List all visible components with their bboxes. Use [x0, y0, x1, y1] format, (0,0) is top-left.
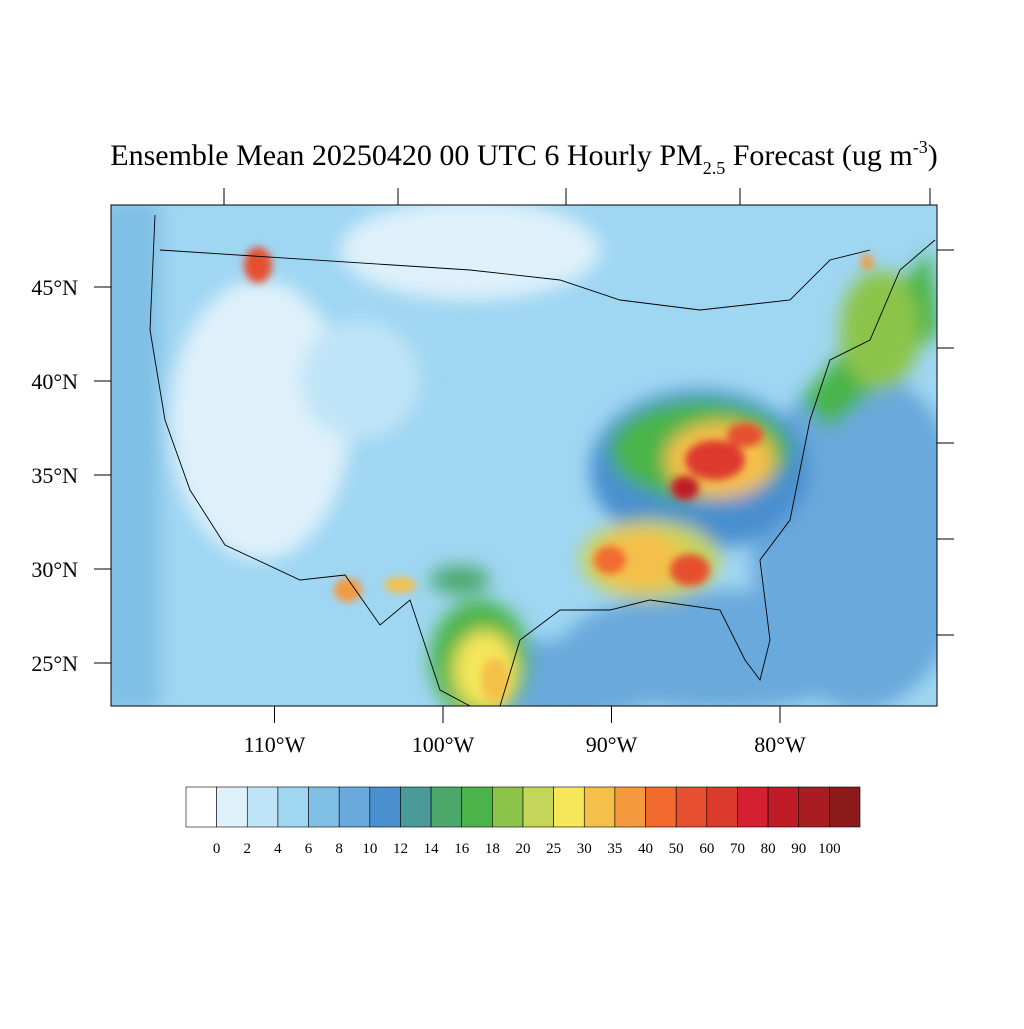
title-rest: Forecast (ug m	[725, 139, 912, 172]
colorbar-label: 100	[818, 841, 841, 857]
title-main: Ensemble Mean 20250420 00 UTC 6 Hourly P…	[110, 139, 702, 172]
colorbar-box	[492, 786, 524, 828]
colorbar-box	[216, 786, 248, 828]
colorbar-label: 35	[607, 841, 622, 857]
colorbar-label: 20	[516, 841, 531, 857]
colorbar-box	[338, 786, 371, 828]
colorbar-label: 25	[546, 841, 561, 857]
colorbar-label: 40	[638, 841, 653, 857]
title-sub: 2.5	[703, 158, 726, 178]
frame-ticks	[223, 188, 954, 636]
colorbar-box	[829, 786, 861, 828]
map-field	[111, 205, 937, 706]
colorbar-box	[461, 786, 493, 828]
colorbar-box	[614, 786, 646, 828]
colorbar-label: 0	[213, 841, 221, 857]
lat-tick-label: 35°N	[31, 463, 78, 488]
colorbar-label: 90	[791, 841, 806, 857]
colorbar-box	[553, 786, 585, 828]
map-frame	[110, 204, 938, 707]
colorbar-label: 70	[730, 841, 745, 857]
lat-tick-label: 30°N	[31, 557, 78, 582]
colorbar-box	[185, 786, 217, 828]
colorbar-box	[430, 786, 463, 828]
colorbar-label: 16	[454, 841, 470, 857]
colorbar-label: 80	[761, 841, 776, 857]
colorbar-box	[246, 786, 279, 828]
colorbar-label: 8	[335, 841, 343, 857]
axes: 45°N 40°N 35°N 30°N 25°N 110°W 100°W 90°W 80°W	[31, 275, 806, 757]
colorbar-box	[767, 786, 800, 828]
lon-tick-label: 90°W	[586, 732, 638, 757]
title: Ensemble Mean 20250420 00 UTC 6 Hourly P…	[110, 137, 937, 178]
colorbar-label: 2	[244, 841, 252, 857]
lat-tick-label: 45°N	[31, 275, 78, 300]
title-end: )	[928, 139, 938, 172]
lon-tick-label: 100°W	[412, 732, 475, 757]
lon-tick-label: 80°W	[754, 732, 806, 757]
lat-tick-label: 25°N	[31, 651, 78, 676]
colorbar: 0 2 4 6 8 10 12 14 16 18 20 25 30 35 40 50 60 70 80 90 100	[185, 786, 861, 857]
colorbar-label: 4	[274, 841, 282, 857]
colorbar-label: 14	[424, 841, 440, 857]
title-sup: -3	[913, 137, 928, 157]
colorbar-label: 6	[305, 841, 313, 857]
colorbar-box	[522, 786, 554, 828]
colorbar-label: 30	[577, 841, 592, 857]
colorbar-box	[277, 786, 309, 828]
colorbar-label: 18	[485, 841, 500, 857]
colorbar-box	[369, 786, 401, 828]
colorbar-box	[675, 786, 708, 828]
colorbar-box	[400, 786, 432, 828]
colorbar-box	[706, 786, 738, 828]
colorbar-box	[645, 786, 677, 828]
colorbar-label: 12	[393, 841, 408, 857]
colorbar-box	[308, 786, 340, 828]
colorbar-box	[798, 786, 830, 828]
colorbar-label: 60	[699, 841, 714, 857]
colorbar-box	[583, 786, 616, 828]
lat-tick-label: 40°N	[31, 369, 78, 394]
colorbar-label: 50	[669, 841, 684, 857]
colorbar-box	[737, 786, 769, 828]
lon-tick-label: 110°W	[244, 732, 306, 757]
colorbar-label: 10	[362, 841, 377, 857]
